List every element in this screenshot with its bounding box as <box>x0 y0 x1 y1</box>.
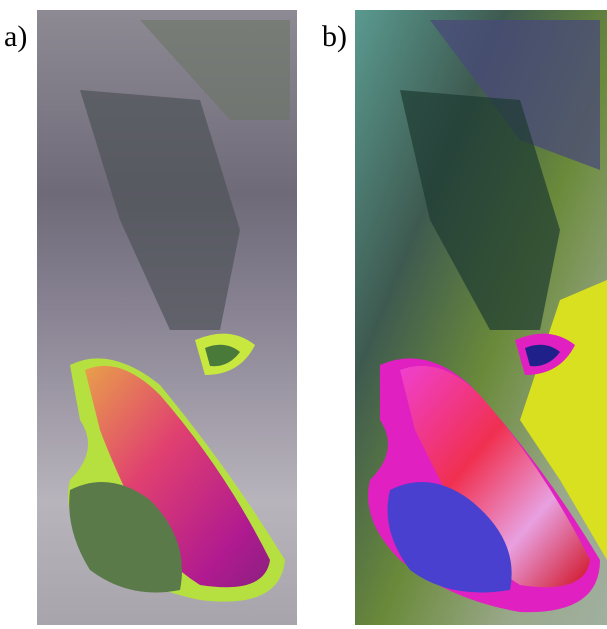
panel-b: b) <box>322 10 607 625</box>
panel-label: a) <box>4 20 27 53</box>
panel-a: a) <box>4 10 297 625</box>
figure: a) b) <box>0 0 607 629</box>
panel-label: b) <box>322 20 347 53</box>
